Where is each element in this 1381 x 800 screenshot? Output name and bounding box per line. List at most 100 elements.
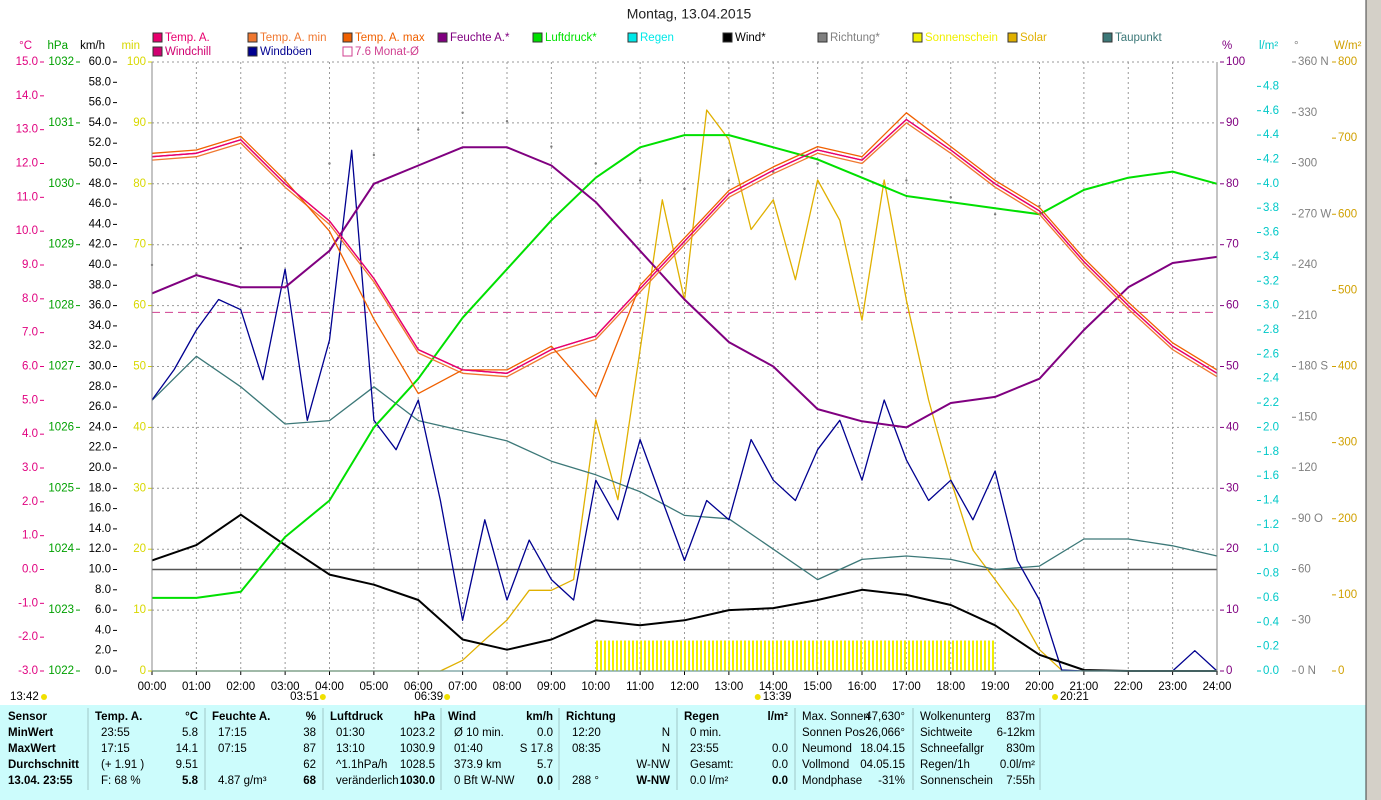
y-tick-label: 30 [1226,482,1239,494]
cell-value: 62 [303,759,316,771]
x-tick-label: 06:00 [404,681,433,693]
info-value: 04.05.15 [860,759,905,771]
direction-dot [505,120,509,123]
x-tick-label: 00:00 [138,681,167,693]
y-tick-label: 40 [133,421,146,433]
y-tick-label: -2.0 [18,631,38,643]
y-tick-label: 300 [1338,437,1357,449]
sunshine-bar [795,640,818,671]
cell-note: 01:30 [336,727,365,739]
y-tick-label: 0.0 [1263,665,1279,677]
y-tick-label: 180 S [1298,361,1328,373]
y-tick-label: 24.0 [89,421,111,433]
column-unit: hPa [414,711,436,723]
x-tick-label: 04:00 [315,681,344,693]
y-tick-label: 1.0 [22,530,38,542]
sunshine-bar [706,640,729,671]
y-tick-label: 0 [1338,665,1344,677]
y-tick-label: 100 [1338,589,1357,601]
sun-icon [41,694,47,700]
sunshine-bar [862,640,885,671]
x-tick-label: 01:00 [182,681,211,693]
y-tick-label: 5.0 [22,394,38,406]
series-line [151,513,1217,672]
y-tick-label: 12.0 [89,543,111,555]
y-tick-label: 2.0 [22,496,38,508]
y-tick-label: 50 [133,361,146,373]
info-label: Schneefallgr [920,743,984,755]
legend: Temp. A. Temp. A. min Temp. A. max Feuchte … [152,32,1162,58]
cell-note: (+ 1.91 ) [101,759,144,771]
info-label: Neumond [802,743,852,755]
cell-note: Ø 10 min. [454,727,504,739]
direction-dot [683,187,686,191]
annotation-label: 20:21 [1060,691,1089,703]
y-tick-label: 8.0 [22,293,38,305]
cell-value: 0.0 [537,775,553,787]
legend-swatch [437,32,448,43]
legend-label: Temp. A. max [355,32,425,44]
sunshine-bar [928,640,951,671]
x-tick-label: 20:00 [1025,681,1054,693]
legend-label: 7.6 Monat-Ø [355,46,419,58]
direction-dot [461,111,464,114]
x-tick-label: 21:00 [1069,681,1098,693]
cell-value: 0.0 [772,775,788,787]
y-tick-label: 2.2 [1263,397,1279,409]
info-label: Regen/1h [920,759,970,771]
legend-swatch [627,32,638,43]
y-tick-label: 60 [133,300,146,312]
y-tick-label: -1.0 [18,597,38,609]
y-tick-label: 20.0 [89,462,111,474]
axis-unit: l/m² [1259,40,1278,52]
window-edge [1366,0,1381,800]
sunshine-bar [773,640,796,671]
info-value: -26,066° [861,727,905,739]
cell-value: 5.7 [537,759,553,771]
y-tick-label: 1023 [48,604,74,616]
annotation-marker [444,694,451,700]
series-line [151,122,1218,378]
column-unit: % [306,711,316,723]
series-line [151,146,1218,429]
x-tick-label: 22:00 [1114,681,1143,693]
legend-label: Taupunkt [1115,32,1162,44]
axis-unit: km/h [80,40,105,52]
y-tick-label: -3.0 [18,665,38,677]
y-tick-label: 28.0 [89,381,111,393]
cell-note: 0.0 l/m² [690,775,729,787]
cell-value: W-NW [636,759,670,771]
x-tick-label: 10:00 [581,681,610,693]
cell-note: 07:15 [218,743,247,755]
legend-swatch [912,32,923,43]
info-label: Mondphase [802,775,862,787]
direction-dot [949,196,952,199]
cell-note: veränderlich [336,775,399,787]
x-tick-label: 07:00 [448,681,477,693]
y-tick-label: 2.0 [1263,421,1279,433]
direction-dot [993,213,997,216]
x-tick-label: 17:00 [892,681,921,693]
x-tick-label: 09:00 [537,681,566,693]
cell-value: 5.8 [182,727,198,739]
y-tick-label: 90 [1226,117,1239,129]
legend-label: Richtung* [830,32,880,44]
legend-label: Luftdruck* [545,32,597,44]
y-tick-label: 4.4 [1263,129,1280,141]
cell-note: 12:20 [572,727,601,739]
cell-value: 1028.5 [400,759,435,771]
column-unit: °C [185,711,198,723]
cell-note: 23:55 [690,743,719,755]
y-tick-label: 1032 [48,56,74,68]
y-tick-label: 0 N [1298,665,1316,677]
info-label: Wolkenunterg [920,711,991,723]
y-tick-label: 3.0 [1263,300,1279,312]
column-title: Regen [684,711,719,723]
y-tick-label: 1.2 [1263,519,1279,531]
y-tick-label: 4.6 [1263,105,1279,117]
y-tick-label: 10.0 [16,225,38,237]
y-tick-label: 30 [133,482,146,494]
